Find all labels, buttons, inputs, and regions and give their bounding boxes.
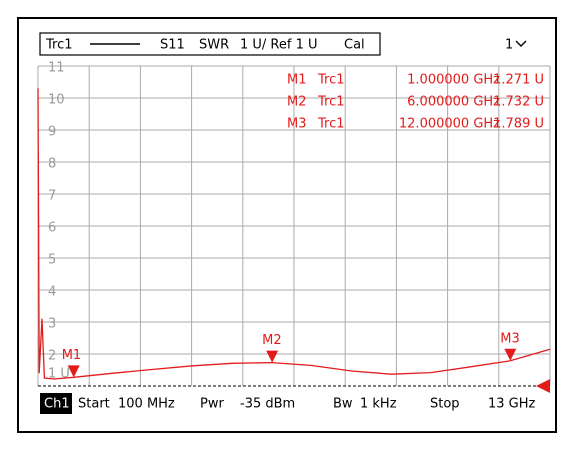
marker-label: M1 bbox=[62, 348, 82, 363]
cal: Cal bbox=[344, 38, 365, 53]
marker-freq: 6.000000 GHz bbox=[407, 95, 500, 110]
y-tick-label: 11 bbox=[48, 61, 65, 76]
trace bbox=[37, 88, 551, 380]
power-label: Pwr bbox=[200, 397, 224, 412]
stop-label: Stop bbox=[430, 397, 460, 412]
marker-label: M3 bbox=[500, 331, 519, 346]
format: SWR bbox=[199, 38, 229, 53]
trace-box[interactable] bbox=[39, 32, 381, 56]
y-tick-label: 2 bbox=[48, 349, 56, 364]
channel: Ch1 bbox=[44, 397, 70, 412]
y-tick-label: 8 bbox=[48, 157, 56, 172]
marker-triangle bbox=[67, 365, 80, 378]
marker-triangle bbox=[266, 350, 279, 363]
marker-name: M2 bbox=[287, 95, 307, 110]
bw-label: Bw bbox=[333, 397, 353, 412]
power: -35 dBm bbox=[240, 397, 295, 412]
dropdown-icon[interactable] bbox=[515, 40, 527, 47]
y-tick-label: 4 bbox=[48, 285, 56, 300]
y-tick-label: 9 bbox=[48, 125, 56, 140]
y-tick-label: 10 bbox=[48, 93, 65, 108]
stop: 13 GHz bbox=[488, 397, 536, 412]
ref-pointer bbox=[536, 379, 550, 393]
parameter: S11 bbox=[160, 38, 185, 53]
marker-trace: Trc1 bbox=[317, 95, 345, 110]
start: 100 MHz bbox=[118, 397, 175, 412]
marker-trace: Trc1 bbox=[317, 73, 345, 88]
marker-triangle bbox=[504, 348, 517, 361]
marker-name: M1 bbox=[287, 73, 307, 88]
channel-menu[interactable]: 1 bbox=[505, 38, 513, 53]
marker-value: 1.271 U bbox=[493, 73, 544, 88]
y-tick-label: 7 bbox=[48, 189, 56, 204]
y-tick-label: 3 bbox=[48, 317, 56, 332]
channel-badge[interactable] bbox=[40, 393, 72, 414]
marker-label: M2 bbox=[262, 333, 282, 348]
marker-freq: 12.000000 GHz bbox=[399, 117, 500, 132]
marker-trace: Trc1 bbox=[317, 117, 345, 132]
y-tick-label: 5 bbox=[48, 253, 56, 268]
frame bbox=[17, 17, 557, 433]
marker-freq: 1.000000 GHz bbox=[407, 73, 500, 88]
scale: 1 U/ Ref 1 U bbox=[240, 38, 318, 53]
marker-value: 1.732 U bbox=[493, 95, 544, 110]
start-label: Start bbox=[78, 397, 110, 412]
trace-name: Trc1 bbox=[45, 38, 73, 53]
marker-name: M3 bbox=[287, 117, 307, 132]
marker-value: 1.789 U bbox=[493, 117, 544, 132]
bw: 1 kHz bbox=[360, 397, 397, 412]
y-tick-label: 6 bbox=[48, 221, 56, 236]
